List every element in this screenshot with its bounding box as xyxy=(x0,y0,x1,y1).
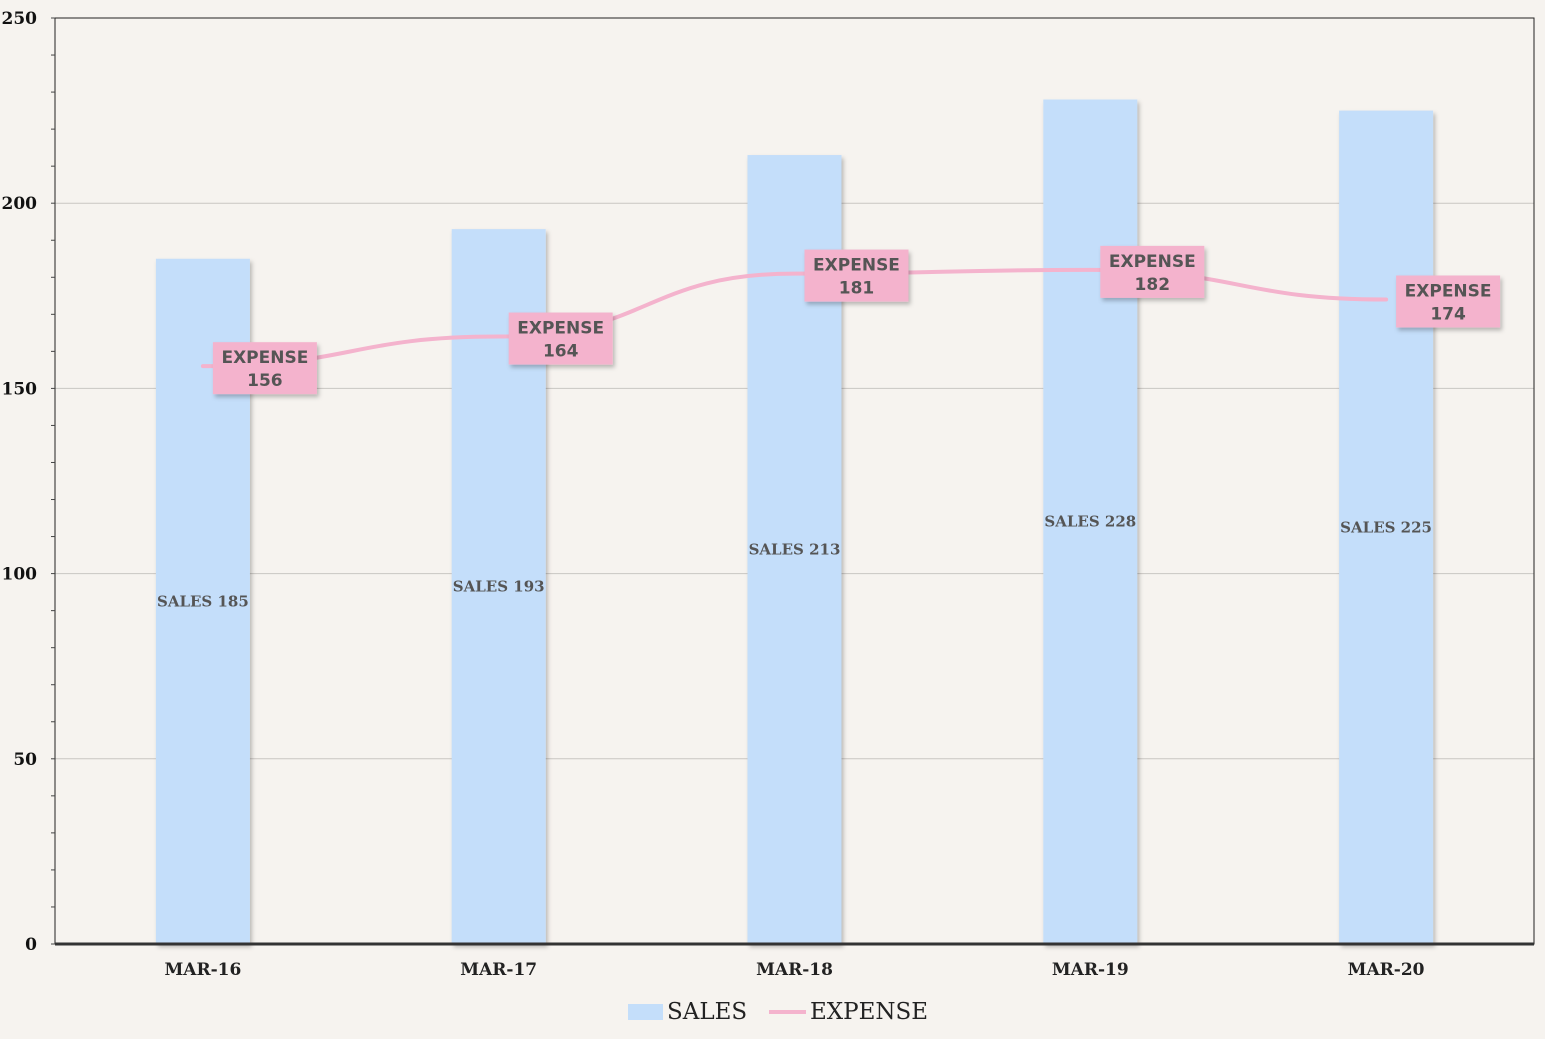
expense-label-value: 182 xyxy=(1135,275,1171,295)
bar-value-label: SALES 225 xyxy=(1340,518,1432,536)
expense-label-box xyxy=(1396,275,1501,328)
expense-label-value: 174 xyxy=(1430,305,1466,325)
legend-expense-label: EXPENSE xyxy=(810,999,928,1025)
expense-label-value: 181 xyxy=(839,279,875,299)
y-tick-label: 250 xyxy=(2,9,38,29)
bar-sales xyxy=(1339,110,1434,945)
legend-sales-label: SALES xyxy=(667,999,747,1025)
labels-layer: SALES 185 SALES 193 SALES 213 SALES 228 SALE… xyxy=(157,245,1501,610)
expense-label-name: EXPENSE xyxy=(517,319,604,339)
expense-label-value: 156 xyxy=(247,371,283,391)
expense-label-value: 164 xyxy=(543,342,579,362)
bar-value-label: SALES 185 xyxy=(157,592,249,610)
expense-label-name: EXPENSE xyxy=(813,256,900,276)
bar-value-label: SALES 213 xyxy=(749,541,841,559)
expense-label-box xyxy=(1100,245,1205,298)
x-tick-label: MAR-16 xyxy=(164,960,241,980)
y-tick-label: 100 xyxy=(2,565,38,585)
y-tick-label: 0 xyxy=(25,935,37,955)
x-tick-label: MAR-20 xyxy=(1348,960,1425,980)
y-tick-label: 150 xyxy=(2,379,38,399)
x-tick-label: MAR-19 xyxy=(1052,960,1129,980)
expense-label-name: EXPENSE xyxy=(221,348,308,368)
y-tick-label: 200 xyxy=(2,194,38,214)
expense-label-name: EXPENSE xyxy=(1405,282,1492,302)
expense-label-box xyxy=(804,249,909,302)
y-tick-label: 50 xyxy=(13,750,37,770)
bars-layer xyxy=(155,99,1434,945)
bar-sales xyxy=(1043,99,1138,945)
axes-layer: 0 50 100 150 200 250 MAR-16 MAR-17 MAR-18 MAR-19 M… xyxy=(2,9,1535,980)
legend-sales-swatch xyxy=(628,1004,663,1020)
bar-value-label: SALES 228 xyxy=(1044,513,1136,531)
legend: SALES EXPENSE xyxy=(628,999,928,1025)
expense-label-name: EXPENSE xyxy=(1109,252,1196,272)
expense-label-box xyxy=(212,342,317,395)
expense-label-box xyxy=(508,312,613,365)
x-tick-label: MAR-17 xyxy=(460,960,537,980)
bar-value-label: SALES 193 xyxy=(453,578,545,596)
x-tick-label: MAR-18 xyxy=(756,960,833,980)
